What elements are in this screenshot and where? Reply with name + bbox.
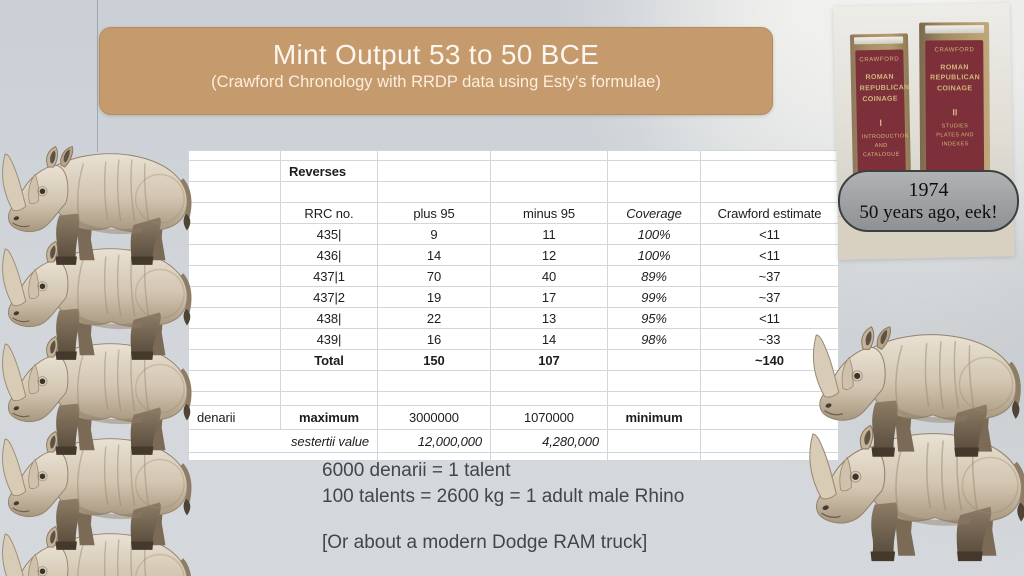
column-header-plus95: plus 95: [378, 203, 491, 224]
minimum-label: minimum: [608, 406, 701, 430]
table-row: 436| 14 12 100% <11: [189, 245, 839, 266]
table-cell: 439|: [281, 329, 378, 350]
column-header-coverage: Coverage: [608, 203, 701, 224]
table-row: 437|1 70 40 89% ~37: [189, 266, 839, 287]
table-row: 438| 22 13 95% <11: [189, 308, 839, 329]
callout-text: 50 years ago, eek!: [859, 201, 998, 223]
table-cell: 1070000: [491, 406, 608, 430]
column-header-crawford: Crawford estimate: [701, 203, 839, 224]
table-total-row: Total 150 107 ~140: [189, 350, 839, 371]
table-row: 439| 16 14 98% ~33: [189, 329, 839, 350]
table-cell: 11: [491, 224, 608, 245]
note-talents-rhino: 100 talents = 2600 kg = 1 adult male Rhi…: [322, 486, 685, 507]
book-pages-edge: [854, 36, 904, 45]
mint-output-table: Reverses RRC no. plus 95 minus 95 Coverage C…: [188, 150, 839, 461]
section-label-reverses: Reverses: [281, 161, 378, 182]
table-cell: 16: [378, 329, 491, 350]
table-cell: 437|1: [281, 266, 378, 287]
book-volume-number: II: [952, 107, 958, 118]
table-cell: 107: [491, 350, 608, 371]
conversion-notes: 6000 denarii = 1 talent 100 talents = 26…: [322, 458, 684, 556]
table-row: [189, 392, 839, 406]
book-pages-edge: [925, 24, 985, 33]
table-cell: 99%: [608, 287, 701, 308]
table-row: 435| 9 11 100% <11: [189, 224, 839, 245]
table-cell: 22: [378, 308, 491, 329]
table-cell: 100%: [608, 224, 701, 245]
book-subtitle: INTRODUCTION AND CATALOGUE: [861, 133, 909, 158]
rhino-illustration: [1, 525, 193, 576]
table-cell: 40: [491, 266, 608, 287]
table-cell: 14: [378, 245, 491, 266]
table-cell: 89%: [608, 266, 701, 287]
table-cell: 436|: [281, 245, 378, 266]
table-cell: 437|2: [281, 287, 378, 308]
callout-year: 1974: [908, 178, 949, 201]
table-cell: ~33: [701, 329, 839, 350]
publication-year-callout: 1974 50 years ago, eek!: [838, 170, 1019, 232]
table-row: 437|2 19 17 99% ~37: [189, 287, 839, 308]
column-header-rrc: RRC no.: [281, 203, 378, 224]
table-cell: 17: [491, 287, 608, 308]
table-cell: 13: [491, 308, 608, 329]
table-row: [189, 182, 839, 203]
book-subtitle: STUDIES PLATES AND INDEXES: [936, 123, 975, 147]
column-header-minus95: minus 95: [491, 203, 608, 224]
table-cell: 19: [378, 287, 491, 308]
table-cell: <11: [701, 224, 839, 245]
slide-subtitle: (Crawford Chronology with RRDP data usin…: [211, 73, 661, 91]
table-cell: 98%: [608, 329, 701, 350]
table-cell: 4,280,000: [491, 430, 608, 453]
table-cell: 12,000,000: [378, 430, 491, 453]
table-sestertii-row: sestertii value 12,000,000 4,280,000: [189, 430, 839, 453]
denarii-label: denarii: [189, 406, 281, 430]
table-row: [189, 453, 839, 461]
table-cell: 435|: [281, 224, 378, 245]
table-cell: 14: [491, 329, 608, 350]
table-cell: 3000000: [378, 406, 491, 430]
rhino-illustration: [1, 240, 193, 361]
background-seam-line: [97, 0, 98, 152]
table-cell: 100%: [608, 245, 701, 266]
table-denarii-row: denarii maximum 3000000 1070000 minimum: [189, 406, 839, 430]
table-cell: ~37: [701, 287, 839, 308]
book-title: ROMAN REPUBLICAN COINAGE: [859, 74, 910, 104]
table-cell: 438|: [281, 308, 378, 329]
table-cell: 12: [491, 245, 608, 266]
table-cell: <11: [701, 308, 839, 329]
table-row: [189, 371, 839, 392]
slide-title: Mint Output 53 to 50 BCE: [272, 39, 600, 70]
table-header-row: RRC no. plus 95 minus 95 Coverage Crawford e…: [189, 203, 839, 224]
note-denarii-talent: 6000 denarii = 1 talent: [322, 460, 511, 481]
book-author: CRAWFORD: [934, 46, 975, 53]
table-row: Reverses: [189, 161, 839, 182]
table-cell: 95%: [608, 308, 701, 329]
rhino-illustration: [1, 145, 193, 266]
maximum-label: maximum: [281, 406, 378, 430]
sestertii-label: sestertii value: [189, 430, 378, 453]
table-cell-total-label: Total: [281, 350, 378, 371]
table-cell: <11: [701, 245, 839, 266]
note-dodge-ram: [Or about a modern Dodge RAM truck]: [322, 532, 648, 553]
book-volume-number: I: [879, 117, 883, 128]
table-cell: ~37: [701, 266, 839, 287]
book-title: ROMAN REPUBLICAN COINAGE: [930, 63, 981, 93]
table-cell: 150: [378, 350, 491, 371]
table-row: [189, 151, 839, 161]
table-cell: 9: [378, 224, 491, 245]
table-cell: ~140: [701, 350, 839, 371]
book-author: CRAWFORD: [859, 56, 900, 64]
title-banner: Mint Output 53 to 50 BCE (Crawford Chron…: [99, 27, 773, 115]
rhino-illustration: [1, 430, 193, 551]
table-cell: 70: [378, 266, 491, 287]
rhino-illustration: [1, 335, 193, 456]
